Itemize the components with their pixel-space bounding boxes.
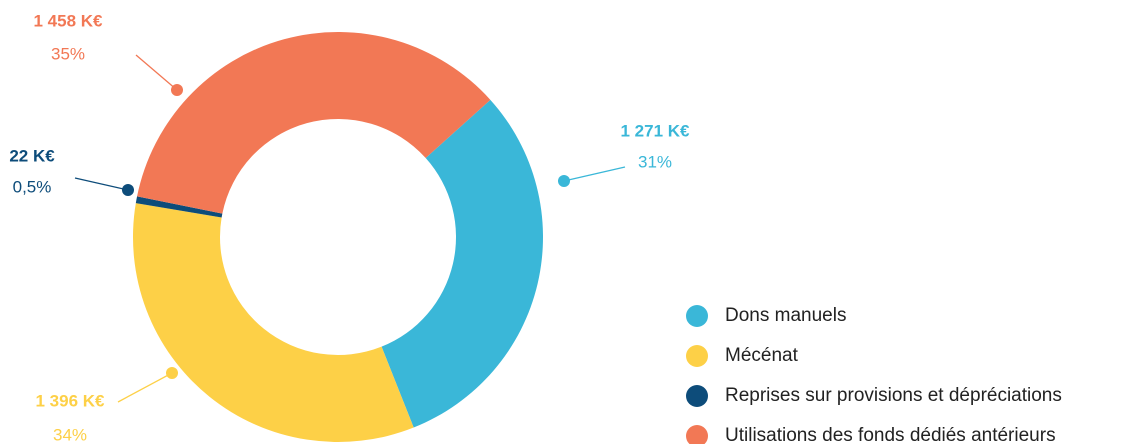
legend-swatch bbox=[686, 425, 708, 444]
legend-label: Mécénat bbox=[725, 345, 799, 366]
percent-label: 34% bbox=[53, 425, 87, 444]
leader-line bbox=[117, 372, 173, 403]
value-label: 1 458 K€ bbox=[34, 11, 104, 30]
value-label: 1 271 K€ bbox=[621, 121, 691, 140]
legend-label: Utilisations des fonds dédiés antérieurs bbox=[725, 425, 1056, 444]
leader-line bbox=[74, 177, 129, 191]
value-label: 1 396 K€ bbox=[36, 391, 106, 410]
legend-swatch bbox=[686, 385, 708, 407]
leader-dot bbox=[122, 184, 134, 196]
slice bbox=[137, 31, 491, 214]
legend-label: Reprises sur provisions et dépréciations bbox=[725, 385, 1062, 406]
leader-dot bbox=[166, 367, 178, 379]
leader-dot bbox=[171, 84, 183, 96]
leader-dot bbox=[558, 175, 570, 187]
leader-line bbox=[563, 166, 626, 182]
percent-label: 31% bbox=[638, 152, 672, 171]
slice bbox=[132, 203, 414, 442]
slice bbox=[381, 99, 543, 428]
value-label: 22 K€ bbox=[9, 146, 55, 165]
slice bbox=[135, 196, 223, 218]
percent-label: 35% bbox=[51, 44, 85, 63]
legend-label: Dons manuels bbox=[725, 305, 846, 326]
legend-swatch bbox=[686, 305, 708, 327]
leader-line bbox=[135, 54, 178, 91]
percent-label: 0,5% bbox=[13, 177, 52, 196]
legend-swatch bbox=[686, 345, 708, 367]
